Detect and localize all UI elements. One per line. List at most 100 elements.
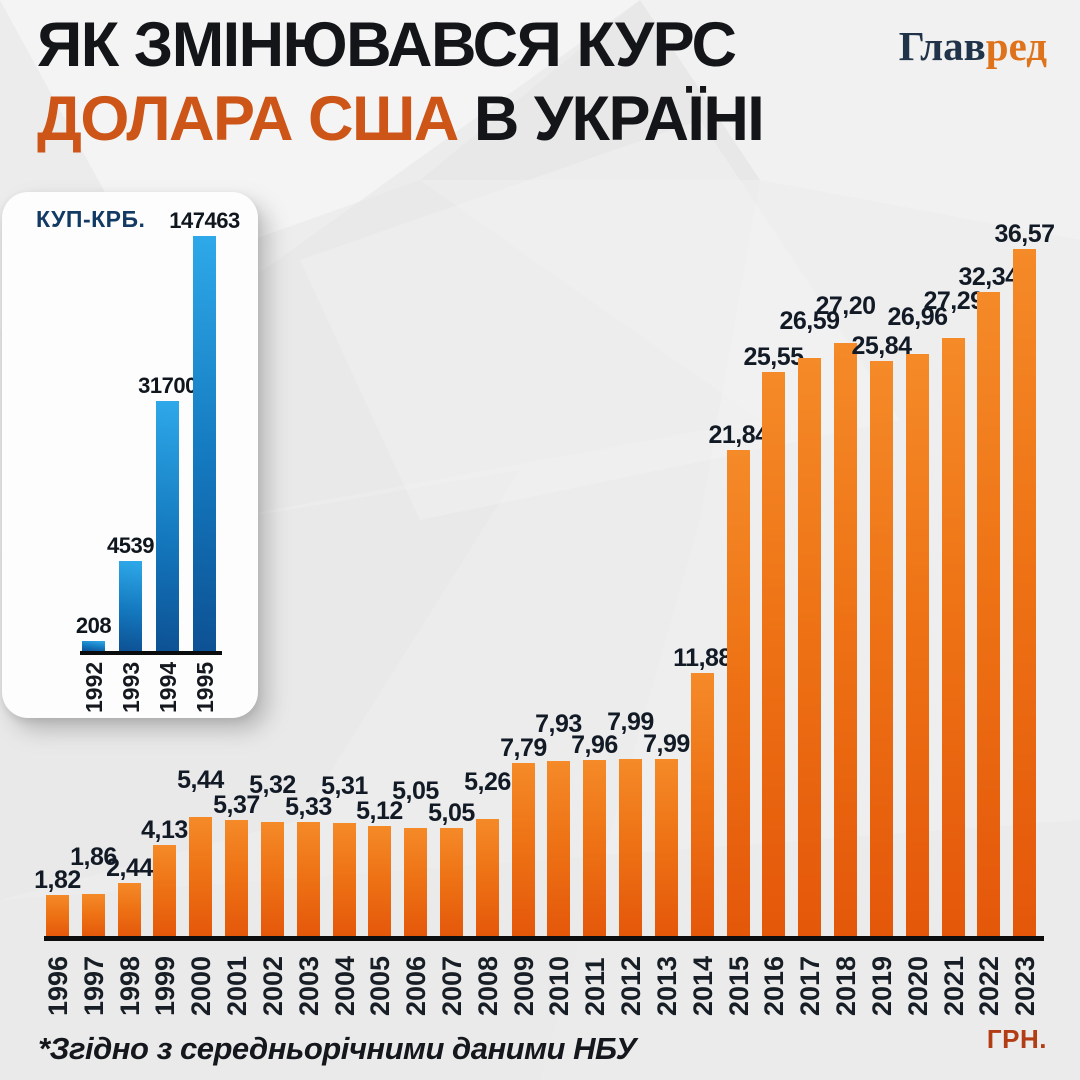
page-title-rest: В УКРАЇНІ [473,84,765,154]
inset-year-label-1993: 1993 [117,661,144,713]
main-value-label-2020: 26,96 [887,303,948,331]
main-value-label-2018: 27,20 [815,292,876,320]
main-value-label-1999: 4,13 [141,816,188,844]
main-year-label-2016: 2016 [758,955,789,1016]
inset-year-label-1994: 1994 [154,661,181,713]
main-value-label-1996: 1,82 [34,866,81,894]
main-bar-1997 [82,894,105,938]
main-year-label-2020: 2020 [902,955,933,1016]
main-bar-2014 [691,673,714,938]
main-axis-line [44,936,1044,941]
main-bar-2006 [404,828,427,938]
main-bar-2003 [297,822,320,938]
main-year-label-2021: 2021 [938,955,969,1016]
main-value-label-2016: 25,55 [743,343,804,371]
main-year-label-2005: 2005 [364,955,395,1016]
main-bar-2010 [547,761,570,938]
page-title-line2: ДОЛАРА США В УКРАЇНІ [37,84,765,154]
main-year-label-2001: 2001 [221,955,252,1016]
main-year-label-2023: 2023 [1009,955,1040,1016]
inset-bar-1994 [156,401,179,651]
main-bar-2021 [942,338,965,938]
main-bar-2016 [762,372,785,938]
main-year-label-1997: 1997 [78,955,109,1016]
main-value-label-2021: 27,29 [923,287,984,315]
main-year-label-2014: 2014 [687,955,718,1016]
main-value-label-2015: 21,84 [708,421,769,449]
glavred-logo-part1: Глав [898,23,986,69]
main-year-label-2006: 2006 [400,955,431,1016]
main-value-label-2022: 32,34 [958,263,1019,291]
inset-year-label-1992: 1992 [80,661,107,713]
main-bar-1998 [118,883,141,938]
main-bar-2020 [906,354,929,938]
inset-bar-1992 [82,641,105,651]
main-value-label-2004: 5,31 [321,772,368,800]
main-year-label-2019: 2019 [866,955,897,1016]
main-value-label-2013: 7,99 [643,730,690,758]
glavred-logo: Главред [899,24,1047,68]
inset-year-label-1995: 1995 [191,661,218,713]
main-year-label-2007: 2007 [436,955,467,1016]
source-footnote: *Згідно з середньорічними даними НБУ [38,1031,637,1066]
inset-value-label-1992: 208 [75,613,112,638]
main-value-label-2001: 5,37 [213,791,260,819]
glavred-logo-part2: ред [985,23,1047,69]
main-year-label-2011: 2011 [579,957,610,1016]
main-year-label-1996: 1996 [42,955,73,1016]
main-bar-2005 [368,826,391,938]
main-year-label-2008: 2008 [472,955,503,1016]
main-value-label-1998: 2,44 [106,854,153,882]
main-value-label-2000: 5,44 [177,766,224,794]
main-year-label-1999: 1999 [149,955,180,1016]
main-bar-2011 [583,760,606,938]
main-value-label-2019: 25,84 [851,332,912,360]
main-value-label-2012: 7,99 [607,708,654,736]
main-value-label-2009: 7,79 [500,734,547,762]
main-value-label-1997: 1,86 [70,843,117,871]
main-year-label-2015: 2015 [723,955,754,1016]
main-year-label-2009: 2009 [508,955,539,1016]
main-bar-2017 [798,358,821,938]
main-value-label-2011: 7,96 [571,731,618,759]
page-title-line1: ЯК ЗМІНЮВАВСЯ КУРС [37,10,737,80]
inset-chart-title: КУП-КРБ. [36,206,146,232]
main-bar-2022 [977,292,1000,938]
main-bar-2009 [512,763,535,938]
inset-value-label-1995: 147463 [169,208,240,233]
main-year-label-2010: 2010 [543,955,574,1016]
main-bar-2007 [440,828,463,938]
main-value-label-2006: 5,05 [392,777,439,805]
main-bar-2015 [727,450,750,938]
main-bar-1996 [46,895,69,938]
main-value-label-2008: 5,26 [464,768,511,796]
main-bar-2002 [261,822,284,938]
main-value-label-2010: 7,93 [535,710,582,738]
inset-bar-1995 [193,236,216,651]
main-year-label-1998: 1998 [114,955,145,1016]
main-bar-2013 [655,759,678,938]
main-bar-2023 [1013,249,1036,938]
main-bar-2004 [333,823,356,938]
main-year-label-2017: 2017 [794,955,825,1016]
main-bar-1999 [153,845,176,938]
main-value-label-2005: 5,12 [356,797,403,825]
inset-value-label-1993: 4539 [107,533,154,558]
main-year-label-2012: 2012 [615,955,646,1016]
main-value-label-2007: 5,05 [428,799,475,827]
main-value-label-2014: 11,88 [673,644,732,672]
main-bar-2001 [225,820,248,938]
main-year-label-2013: 2013 [651,955,682,1016]
inset-karbovanets-card: КУП-КРБ. 208 1992 4539 1993 31700 1994 147463 1… [2,192,258,718]
inset-value-label-1994: 31700 [138,373,197,398]
currency-unit-label: ГРН. [986,1024,1047,1054]
main-bar-2000 [189,817,212,938]
main-year-label-2018: 2018 [830,955,861,1016]
main-year-label-2002: 2002 [257,955,288,1016]
main-value-label-2023: 36,57 [994,220,1055,248]
main-year-label-2022: 2022 [973,955,1004,1016]
main-value-label-2003: 5,33 [285,793,332,821]
main-year-label-2004: 2004 [329,955,360,1016]
main-year-label-2003: 2003 [293,955,324,1016]
